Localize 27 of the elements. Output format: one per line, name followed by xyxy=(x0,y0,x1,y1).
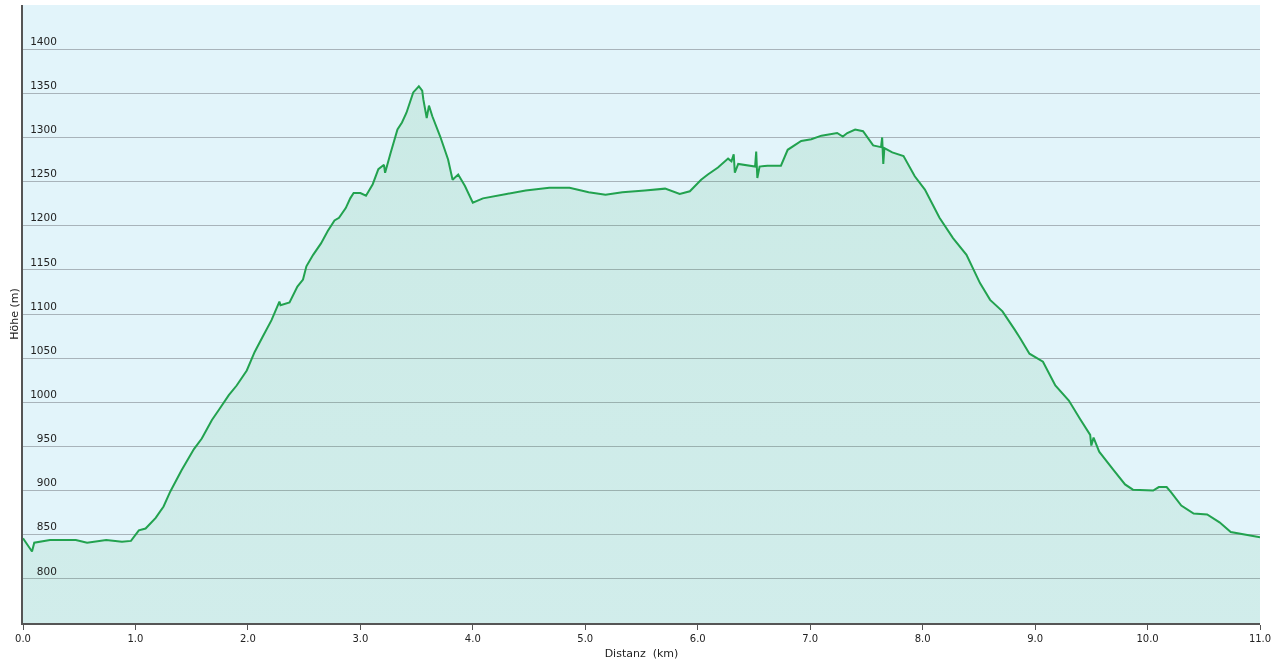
x-tick-label: 8.0 xyxy=(914,633,931,644)
y-tick-label: 950 xyxy=(36,432,57,445)
y-tick-label: 800 xyxy=(36,564,57,577)
x-tick-label: 1.0 xyxy=(127,633,144,644)
y-tick-label: 1050 xyxy=(30,343,57,356)
y-tick-label: 1400 xyxy=(30,34,57,47)
x-tick-label: 11.0 xyxy=(1248,633,1272,644)
y-tick-label: 850 xyxy=(36,520,57,533)
y-tick-label: 1000 xyxy=(30,387,57,400)
y-tick-label: 1300 xyxy=(30,123,57,136)
x-tick-label: 5.0 xyxy=(577,633,594,644)
y-tick-label: 1250 xyxy=(30,167,57,180)
y-tick-label: 1100 xyxy=(30,299,57,312)
x-tick-label: 0.0 xyxy=(15,633,31,644)
x-tick-label: 4.0 xyxy=(464,633,481,644)
x-axis-title: Distanz (km) xyxy=(604,646,679,660)
x-tick-label: 10.0 xyxy=(1136,633,1159,644)
x-tick-label: 9.0 xyxy=(1027,633,1044,644)
y-axis-title: Höhe (m) xyxy=(8,288,22,340)
x-tick-label: 6.0 xyxy=(689,633,706,644)
x-tick-label: 3.0 xyxy=(352,633,369,644)
y-tick-label: 1150 xyxy=(30,255,57,268)
y-tick-label: 1350 xyxy=(30,78,57,91)
x-tick-label: 2.0 xyxy=(239,633,256,644)
x-tick-label: 7.0 xyxy=(802,633,819,644)
y-tick-label: 900 xyxy=(36,476,57,489)
y-tick-label: 1200 xyxy=(30,211,57,224)
